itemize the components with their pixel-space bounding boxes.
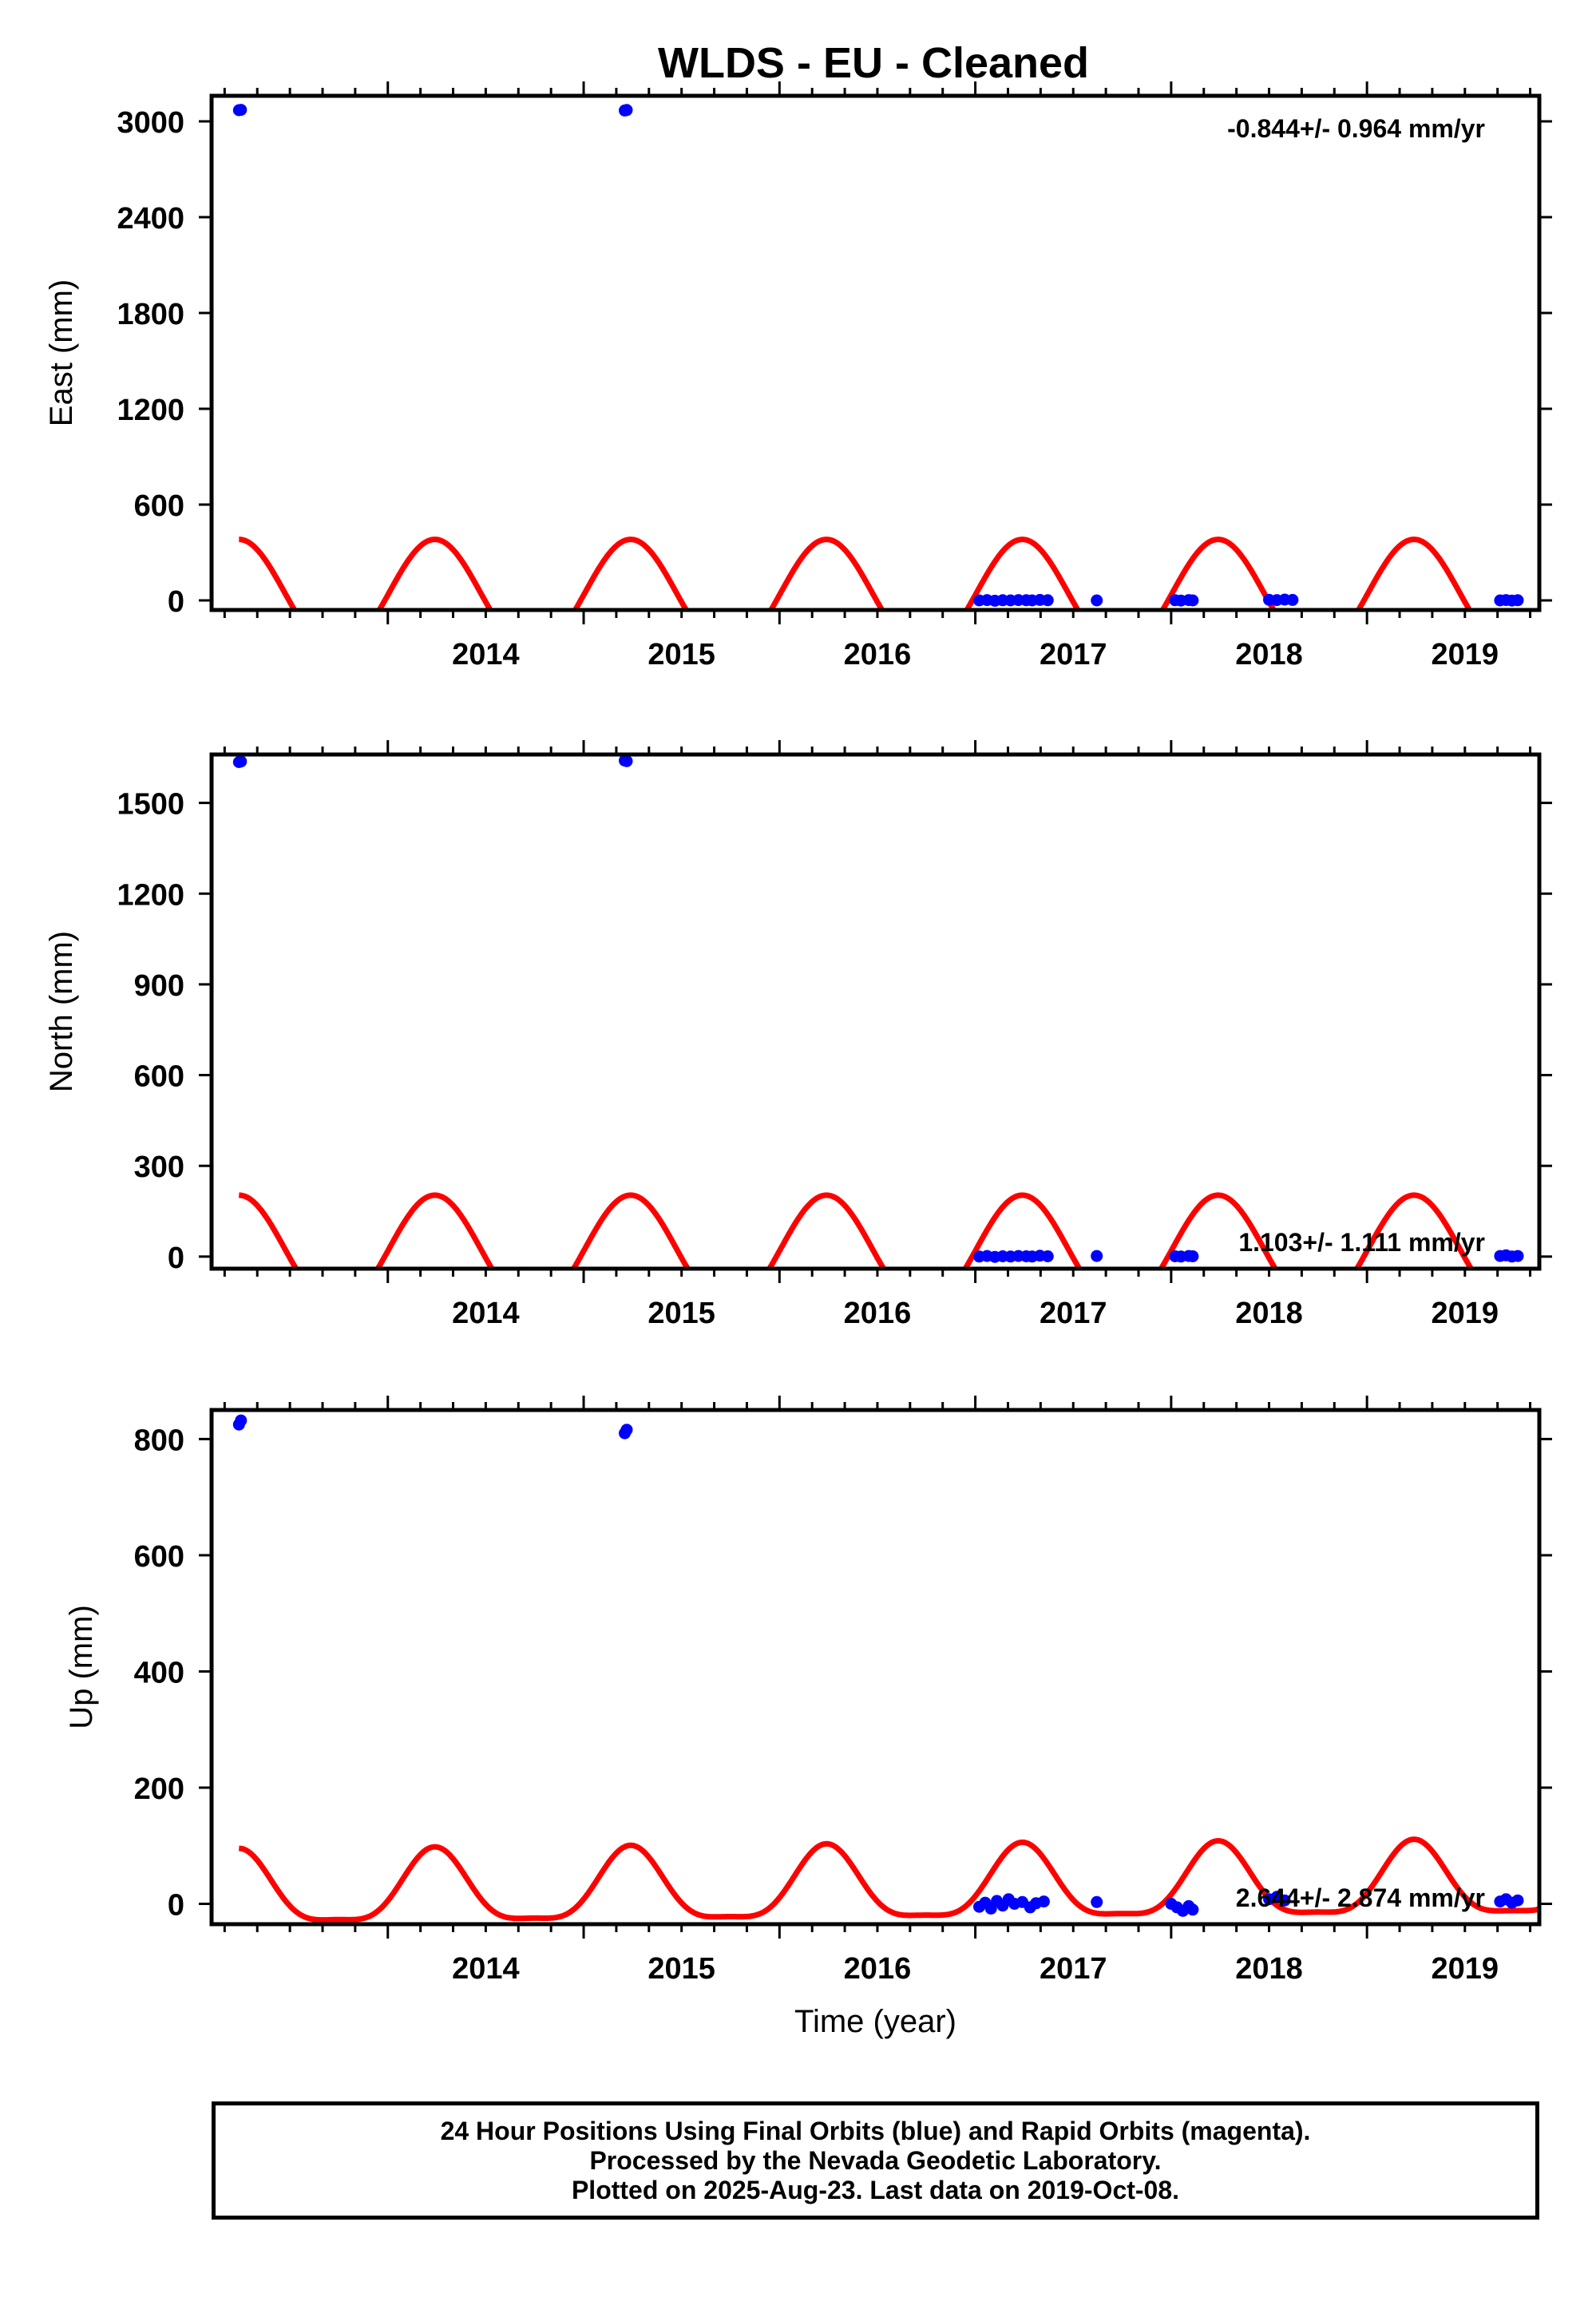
east-x-tick-label: 2014 <box>452 638 520 671</box>
up-x-axis-label: Time (year) <box>794 2004 956 2039</box>
footer-box: 24 Hour Positions Using Final Orbits (bl… <box>212 2101 1539 2220</box>
up-x-tick-label: 2016 <box>844 1952 912 1986</box>
east-x-tick-label: 2019 <box>1432 638 1499 671</box>
east-x-tick-label: 2018 <box>1235 638 1303 671</box>
up-x-tick-label: 2014 <box>452 1952 520 1986</box>
north-data-point <box>1041 1250 1054 1262</box>
north-panel: 2014 2015 2016 2017 2018 2019 0 300 600 900 1200 15… <box>44 740 1552 1330</box>
north-y-tick-label: 300 <box>134 1151 184 1184</box>
east-y-tick-label: 3000 <box>117 106 184 140</box>
up-y-tick-label: 0 <box>168 1889 184 1923</box>
east-panel: 2014 2015 2016 2017 2018 2019 0 600 1200 1800 2400… <box>44 81 1552 671</box>
north-x-tick-label: 2018 <box>1235 1297 1303 1330</box>
north-y-tick-label: 1500 <box>117 788 184 822</box>
north-data-point <box>235 755 248 768</box>
up-y-tick-label: 600 <box>134 1540 184 1574</box>
up-y-tick-label: 800 <box>134 1424 184 1457</box>
up-x-tick-label: 2015 <box>648 1952 715 1986</box>
east-data-point <box>1041 594 1054 607</box>
up-x-tick-label: 2017 <box>1040 1952 1107 1986</box>
east-data-point <box>1511 594 1524 607</box>
east-rate-annotation: -0.844+/- 0.964 mm/yr <box>1227 114 1485 143</box>
up-data-point <box>1037 1895 1050 1908</box>
up-y-tick-label: 200 <box>134 1772 184 1806</box>
north-data-point <box>1091 1250 1103 1262</box>
north-x-tick-label: 2017 <box>1040 1297 1107 1330</box>
north-x-tick-label: 2019 <box>1432 1297 1499 1330</box>
north-x-tick-label: 2015 <box>648 1297 715 1330</box>
east-plot-frame <box>209 93 1542 612</box>
north-data-point <box>1186 1250 1199 1262</box>
up-y-tick-label: 400 <box>134 1656 184 1689</box>
east-y-tick-label: 0 <box>168 585 184 619</box>
up-data-point <box>1511 1894 1524 1907</box>
up-x-tick-label: 2019 <box>1432 1952 1499 1986</box>
footer-line-1: 24 Hour Positions Using Final Orbits (bl… <box>440 2116 1311 2145</box>
east-y-tick-label: 1200 <box>117 394 184 427</box>
east-x-tick-label: 2015 <box>648 638 715 671</box>
up-plot-frame <box>209 1408 1542 1927</box>
footer-line-3: Plotted on 2025-Aug-23. Last data on 201… <box>571 2175 1180 2204</box>
north-y-tick-label: 900 <box>134 969 184 1003</box>
north-model-curve <box>239 1192 1475 1269</box>
footer-line-2: Processed by the Nevada Geodetic Laborat… <box>589 2145 1162 2175</box>
east-data-point <box>235 104 248 117</box>
north-plot-frame <box>209 752 1542 1271</box>
up-data-point <box>1278 1894 1291 1907</box>
east-x-tick-label: 2017 <box>1040 638 1107 671</box>
east-y-tick-label: 1800 <box>117 298 184 331</box>
up-data-point <box>235 1414 248 1427</box>
east-y-tick-label: 2400 <box>117 202 184 236</box>
north-rate-annotation: 1.103+/- 1.111 mm/yr <box>1238 1228 1485 1257</box>
up-x-tick-label: 2018 <box>1235 1952 1303 1986</box>
up-y-axis-label: Up (mm) <box>64 1605 99 1729</box>
up-panel: 2014 2015 2016 2017 2018 2019 0 200 400 600 800 Up … <box>64 1396 1552 2039</box>
east-data-point <box>1091 594 1103 607</box>
figure-title: WLDS - EU - Cleaned <box>658 39 1089 87</box>
up-rate-annotation: 2.644+/- 2.874 mm/yr <box>1236 1883 1485 1912</box>
up-model-curve <box>239 1836 1539 1923</box>
north-data-point <box>1511 1250 1524 1262</box>
east-y-axis-label: East (mm) <box>44 279 79 426</box>
north-y-tick-label: 0 <box>168 1242 184 1275</box>
east-data-point <box>620 104 633 117</box>
north-y-tick-label: 1200 <box>117 878 184 912</box>
north-x-tick-label: 2016 <box>844 1297 912 1330</box>
north-x-tick-label: 2014 <box>452 1297 520 1330</box>
east-model-curve <box>239 537 1473 610</box>
east-y-tick-label: 600 <box>134 489 184 523</box>
up-data-point <box>620 1424 633 1436</box>
north-y-tick-label: 600 <box>134 1060 184 1094</box>
east-x-tick-label: 2016 <box>844 638 912 671</box>
east-data-point <box>1286 593 1299 606</box>
up-data-point <box>1186 1903 1199 1916</box>
up-data-point <box>1091 1895 1103 1908</box>
north-data-point <box>620 755 633 767</box>
east-data-point <box>1186 594 1199 607</box>
north-y-axis-label: North (mm) <box>44 931 79 1092</box>
